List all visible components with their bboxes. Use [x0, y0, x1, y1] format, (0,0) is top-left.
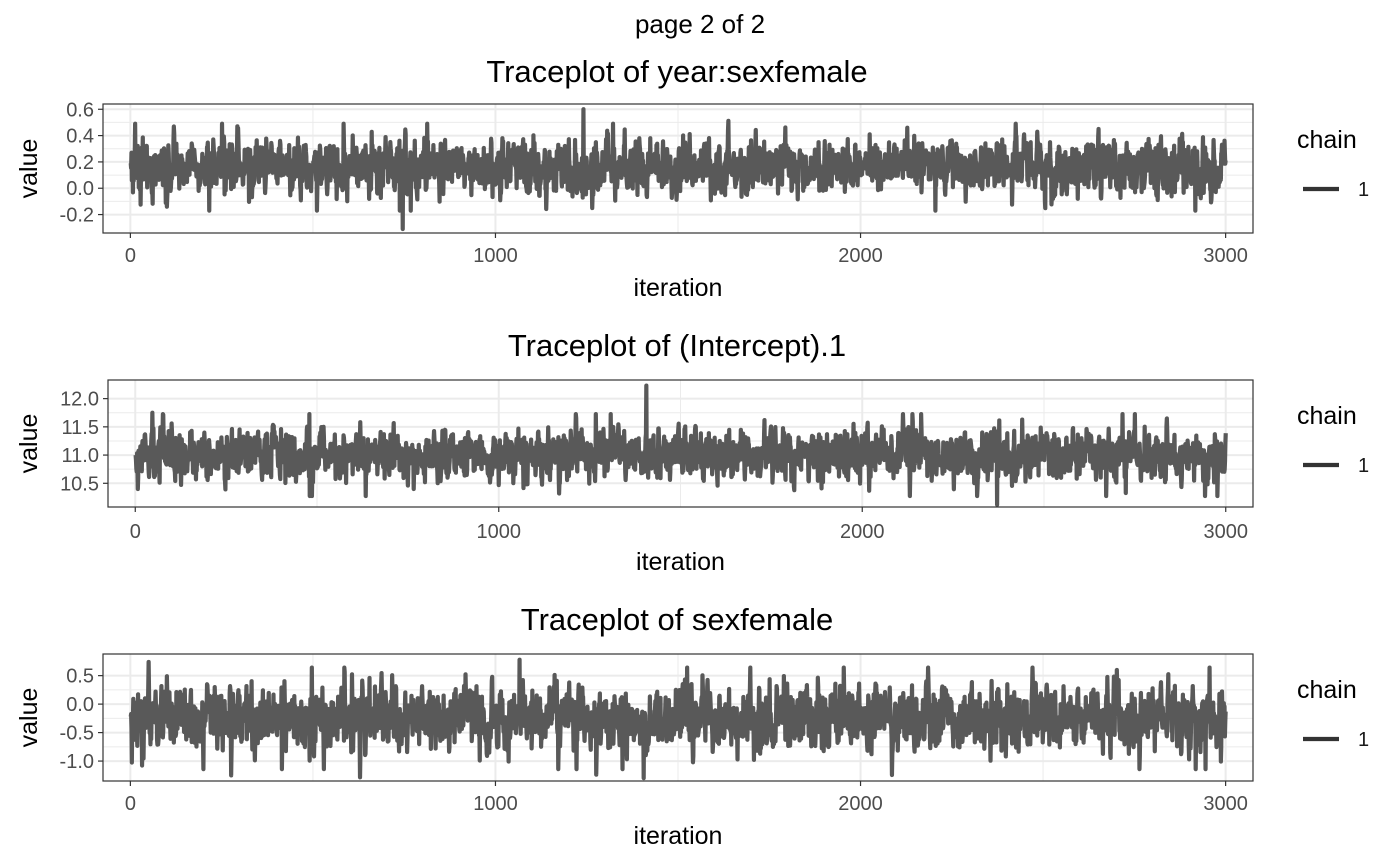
panel-title: Traceplot of year:sexfemale — [486, 54, 867, 89]
y-tick-label: 0.5 — [66, 666, 94, 688]
legend-title: chain — [1297, 676, 1357, 704]
traceplot-panel-3: Traceplot of sexfemale -1.0 -0.5 0.0 0.5 0 100… — [15, 602, 1369, 850]
y-tick-label: 0.0 — [66, 694, 94, 716]
y-tick-label: 0.6 — [66, 99, 94, 121]
y-tick-label: 12.0 — [60, 389, 99, 411]
legend-title: chain — [1297, 126, 1357, 154]
x-tick-label: 1000 — [477, 521, 522, 543]
legend-label: 1 — [1358, 729, 1369, 751]
x-tick-label: 0 — [125, 793, 136, 815]
y-tick-label: -1.0 — [60, 751, 94, 773]
panel-border — [107, 379, 1254, 508]
trace-line-chain-1 — [128, 107, 1228, 232]
y-tick-label: 11.5 — [62, 417, 99, 439]
y-tick-label: -0.5 — [60, 723, 94, 745]
legend: chain 1 — [1297, 126, 1369, 201]
y-tick-label: 11.0 — [62, 445, 99, 467]
legend-label: 1 — [1358, 455, 1369, 477]
y-axis-label: value — [15, 688, 43, 748]
x-tick-label: 3000 — [1203, 521, 1248, 543]
x-axis-label: iteration — [634, 274, 723, 302]
panel-title: Traceplot of (Intercept).1 — [508, 328, 846, 363]
legend-title: chain — [1297, 402, 1357, 430]
x-axis-label: iteration — [634, 822, 723, 850]
y-tick-label: -0.2 — [60, 205, 94, 227]
panel-border — [102, 103, 1254, 234]
x-tick-label: 3000 — [1203, 245, 1248, 267]
x-tick-label: 1000 — [473, 793, 518, 815]
legend: chain 1 — [1297, 676, 1369, 751]
y-tick-label: 0.2 — [66, 152, 94, 174]
x-tick-label: 2000 — [838, 245, 883, 267]
panel-border — [102, 653, 1254, 782]
traceplot-panel-2: Traceplot of (Intercept).110.511.011.512… — [15, 328, 1369, 576]
legend-label: 1 — [1358, 179, 1369, 201]
y-axis-label: value — [15, 414, 43, 474]
x-tick-label: 0 — [125, 245, 136, 267]
y-axis-label: value — [15, 139, 43, 199]
y-tick-label: 0.4 — [66, 126, 94, 148]
y-tick-label: 0.0 — [66, 178, 94, 200]
traceplot-panels: Traceplot of year:sexfemale -0.2 0.0 0.2 0.4… — [15, 54, 1369, 850]
trace-line-chain-1 — [133, 383, 1228, 507]
legend: chain 1 — [1297, 402, 1369, 477]
x-tick-label: 3000 — [1203, 793, 1248, 815]
traceplot-panel-1: Traceplot of year:sexfemale -0.2 0.0 0.2 0.4… — [15, 54, 1369, 302]
x-tick-label: 2000 — [840, 521, 885, 543]
y-tick-label: 10.5 — [60, 473, 99, 495]
x-tick-label: 0 — [130, 521, 141, 543]
panel-title: Traceplot of sexfemale — [521, 602, 833, 637]
x-axis-label: iteration — [636, 548, 725, 576]
x-tick-label: 1000 — [473, 245, 518, 267]
page-title: page 2 of 2 — [635, 9, 765, 39]
x-tick-label: 2000 — [838, 793, 883, 815]
trace-line-chain-1 — [128, 657, 1228, 781]
